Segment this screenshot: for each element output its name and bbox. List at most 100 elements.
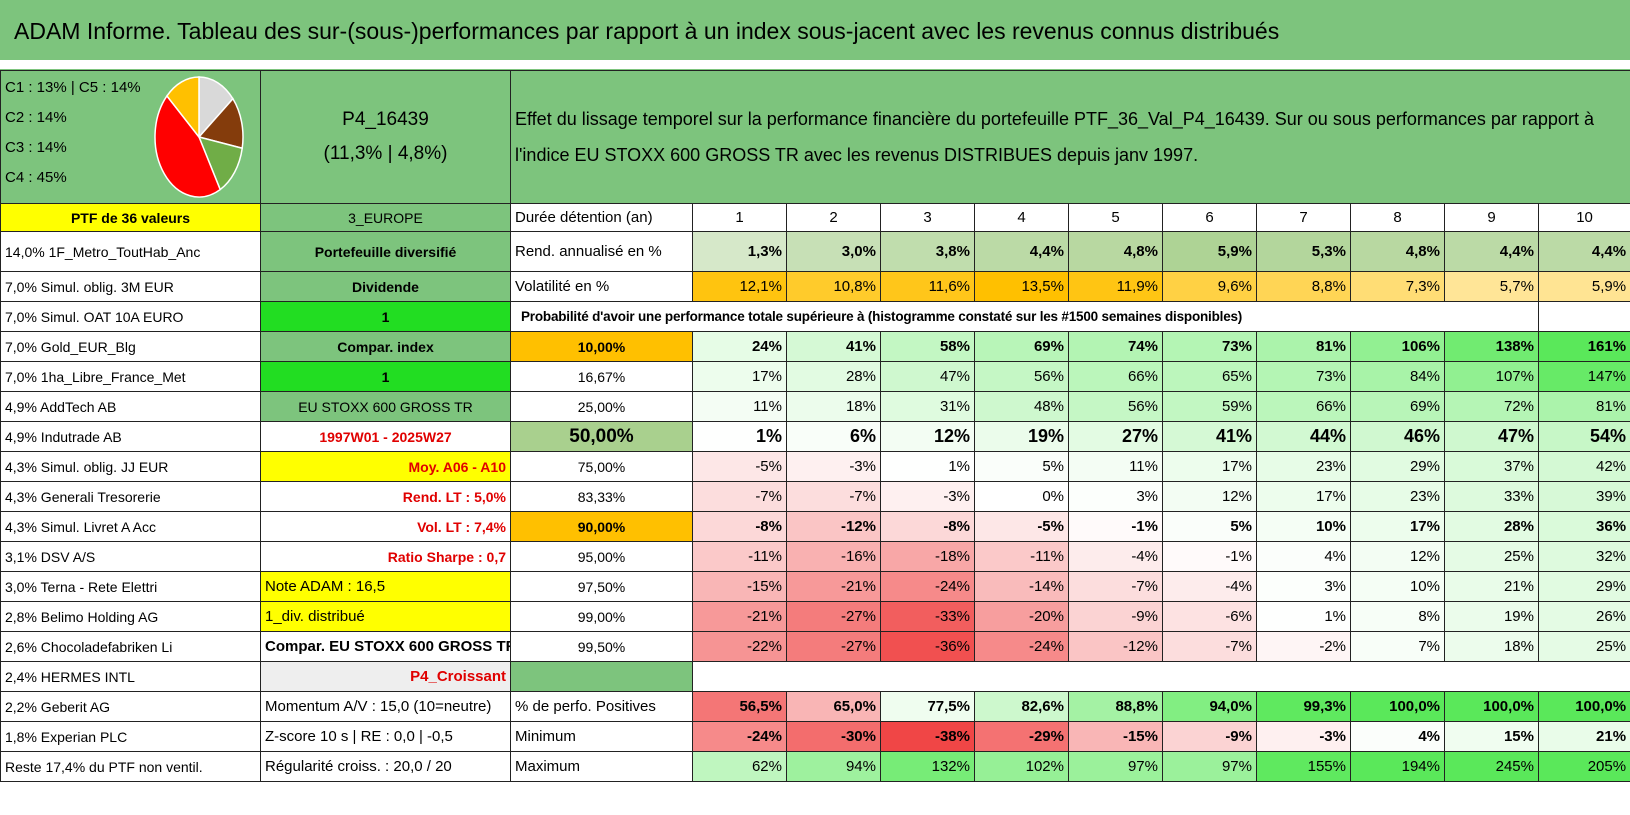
value: 138% <box>1444 331 1539 362</box>
table-row: PTF de 36 valeurs 3_EUROPE Durée détention… <box>0 203 1630 232</box>
row-label: 95,00% <box>510 541 693 572</box>
value: -11% <box>974 541 1069 572</box>
holding: 3,1% DSV A/S <box>0 541 261 572</box>
value: -16% <box>786 541 881 572</box>
holding: 7,0% 1ha_Libre_France_Met <box>0 361 261 392</box>
value: 205% <box>1537 751 1630 782</box>
horizon: 6 <box>1162 203 1257 232</box>
value: -7% <box>692 481 787 512</box>
table-row: 7,0% 1ha_Libre_France_Met 1 16,67% 17% 28% 47… <box>0 361 1630 392</box>
horizon: 10 <box>1537 203 1630 232</box>
value: 18% <box>1444 631 1539 662</box>
value: 56,5% <box>692 691 787 722</box>
value: 4,8% <box>1350 231 1445 272</box>
value: 47% <box>1444 421 1539 452</box>
info: 1 <box>260 361 511 392</box>
value: 12% <box>1162 481 1257 512</box>
value: 5,3% <box>1256 231 1351 272</box>
value: 245% <box>1444 751 1539 782</box>
code-sub: (11,3% | 4,8%) <box>323 143 448 164</box>
info: 3_EUROPE <box>260 203 511 232</box>
value: 4,4% <box>1537 231 1630 272</box>
horizon: 2 <box>786 203 881 232</box>
holding: Reste 17,4% du PTF non ventil. <box>0 751 261 782</box>
info: Vol. LT : 7,4% <box>260 511 511 542</box>
value: 28% <box>786 361 881 392</box>
value: 155% <box>1256 751 1351 782</box>
pie-chart <box>154 76 244 198</box>
value: 1% <box>692 421 787 452</box>
value: -30% <box>786 721 881 752</box>
value: -12% <box>1068 631 1163 662</box>
table-row: 7,0% Simul. OAT 10A EURO 1 Probabilité d'a… <box>0 301 1630 332</box>
separator <box>0 60 1630 70</box>
value: 12,1% <box>692 271 787 302</box>
value: 15% <box>1444 721 1539 752</box>
value: -9% <box>1162 721 1257 752</box>
row-label: 83,33% <box>510 481 693 512</box>
value: -4% <box>1068 541 1163 572</box>
value: 5,9% <box>1537 271 1630 302</box>
value: 12% <box>1350 541 1445 572</box>
table-row: 2,2% Geberit AG Momentum A/V : 15,0 (10=n… <box>0 691 1630 722</box>
value: -24% <box>692 721 787 752</box>
value: 31% <box>880 391 975 422</box>
value: 7% <box>1350 631 1445 662</box>
holding: 2,4% HERMES INTL <box>0 661 261 692</box>
pie-label: C4 : 45% <box>5 169 67 186</box>
value: 73% <box>1256 361 1351 392</box>
row-label: Durée détention (an) <box>510 203 693 232</box>
value: 4,8% <box>1068 231 1163 272</box>
info: 1 <box>260 301 511 332</box>
info: Compar. EU STOXX 600 GROSS TR <box>260 631 511 662</box>
value: 81% <box>1537 391 1630 422</box>
value: -5% <box>692 451 787 482</box>
value: 56% <box>974 361 1069 392</box>
value: 41% <box>786 331 881 362</box>
value: 107% <box>1444 361 1539 392</box>
holding: 7,0% Simul. oblig. 3M EUR <box>0 271 261 302</box>
pie-slice <box>165 76 200 140</box>
value: 5% <box>974 451 1069 482</box>
pie-cell: C1 : 13% | C5 : 14% C2 : 14% C3 : 14% C4 : … <box>0 70 261 204</box>
value: -3% <box>786 451 881 482</box>
value: 42% <box>1537 451 1630 482</box>
value: 147% <box>1537 361 1630 392</box>
value: -1% <box>1162 541 1257 572</box>
horizon: 7 <box>1256 203 1351 232</box>
value: 28% <box>1444 511 1539 542</box>
row-label: 16,67% <box>510 361 693 392</box>
value: 4,4% <box>1444 231 1539 272</box>
value: -8% <box>692 511 787 542</box>
table-row: Reste 17,4% du PTF non ventil. Régularité… <box>0 751 1630 782</box>
value: -24% <box>974 631 1069 662</box>
value: -36% <box>880 631 975 662</box>
pie-label: C3 : 14% <box>5 139 67 156</box>
info: Dividende <box>260 271 511 302</box>
value: -18% <box>880 541 975 572</box>
value: 0% <box>974 481 1069 512</box>
value: -20% <box>974 601 1069 632</box>
value: -27% <box>786 601 881 632</box>
info: Régularité croiss. : 20,0 / 20 <box>260 751 511 782</box>
table-row: 14,0% 1F_Metro_ToutHab_Anc Portefeuille d… <box>0 231 1630 272</box>
value: 4% <box>1350 721 1445 752</box>
value: 48% <box>974 391 1069 422</box>
value: 29% <box>1537 571 1630 602</box>
value: 8% <box>1350 601 1445 632</box>
value: 7,3% <box>1350 271 1445 302</box>
horizon: 1 <box>692 203 787 232</box>
value: 26% <box>1537 601 1630 632</box>
value: 69% <box>1350 391 1445 422</box>
value: 11,9% <box>1068 271 1163 302</box>
holding: 4,3% Simul. oblig. JJ EUR <box>0 451 261 482</box>
value: -15% <box>1068 721 1163 752</box>
value: 3% <box>1256 571 1351 602</box>
value: 132% <box>880 751 975 782</box>
value: 65,0% <box>786 691 881 722</box>
value: 25% <box>1537 631 1630 662</box>
code-cell: P4_16439 (11,3% | 4,8%) <box>260 70 511 204</box>
value: 88,8% <box>1068 691 1163 722</box>
value: -6% <box>1162 601 1257 632</box>
value: 3,0% <box>786 231 881 272</box>
